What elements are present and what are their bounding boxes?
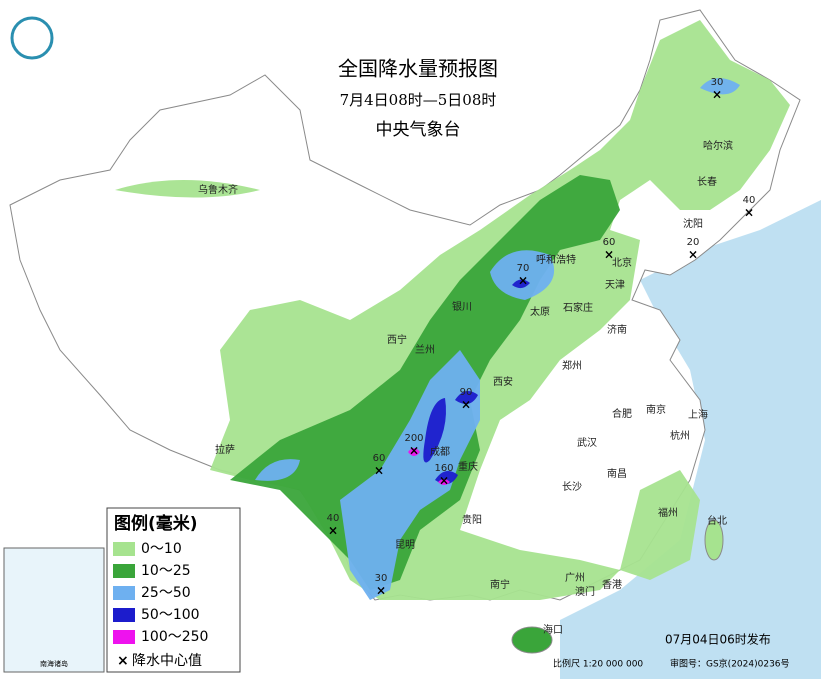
scale: 比例尺 1:20 000 000 <box>553 658 643 670</box>
agency: 中央气象台 <box>376 120 461 140</box>
precip-area <box>700 78 740 95</box>
period: 7月4日08时—5日08时 <box>340 91 497 109</box>
center-value: 30 <box>711 77 724 88</box>
city-label: 天津 <box>605 279 625 291</box>
title: 全国降水量预报图 <box>338 57 498 81</box>
city-label: 西安 <box>493 375 513 388</box>
precip-area <box>438 479 450 485</box>
center-marker: × <box>328 524 338 538</box>
legend-label: 25～50 <box>141 585 191 601</box>
legend-title: 图例(毫米) <box>114 513 198 534</box>
legend-swatch <box>113 564 135 578</box>
city-label: 乌鲁木齐 <box>198 183 238 196</box>
center-marker: × <box>439 474 449 488</box>
city-label: 广州 <box>565 572 585 584</box>
center-value: 30 <box>375 573 388 584</box>
precip-area <box>620 470 700 580</box>
center-value: 20 <box>687 237 700 248</box>
city-label: 贵阳 <box>462 513 482 526</box>
city-label: 银川 <box>452 300 472 313</box>
city-label: 成都 <box>430 446 450 458</box>
center-value: 60 <box>373 453 386 464</box>
city-label: 昆明 <box>395 539 415 551</box>
city-label: 合肥 <box>612 407 632 420</box>
center-value: 60 <box>603 237 616 248</box>
legend-label: 0～10 <box>141 541 182 557</box>
legend: 图例(毫米) 0～10 10～25 25～50 50～100 100～250 × 降水中心值 <box>106 507 241 673</box>
logo <box>10 16 54 60</box>
hainan <box>511 626 553 654</box>
city-label: 福州 <box>658 506 678 519</box>
center-marker: × <box>374 464 384 478</box>
legend-label: 10～25 <box>141 563 191 579</box>
city-label: 呼和浩特 <box>536 254 576 266</box>
legend-swatch <box>113 630 135 644</box>
city-label: 南京 <box>646 403 666 416</box>
city-label: 南昌 <box>607 467 627 480</box>
legend-marker-label: 降水中心值 <box>132 653 202 669</box>
precip-areas <box>115 20 790 600</box>
inset <box>3 547 105 673</box>
precip-area <box>512 279 530 289</box>
city-label: 武汉 <box>577 436 597 449</box>
center-marker: × <box>376 584 386 598</box>
center-marker: × <box>461 398 471 412</box>
precip-area <box>115 180 260 198</box>
city-label: 石家庄 <box>563 301 593 314</box>
city-label: 南宁 <box>490 578 510 591</box>
review-no: 审图号：GS京(2024)0236号 <box>670 658 790 670</box>
precip-area <box>255 459 300 481</box>
city-label: 海口 <box>543 623 563 636</box>
inset-label: 南海诸岛 <box>40 659 68 668</box>
issued: 07月04日06时发布 <box>665 632 771 647</box>
city-label: 上海 <box>688 408 708 421</box>
center-marker: × <box>688 248 698 262</box>
legend-swatch <box>113 542 135 556</box>
center-value: 160 <box>434 463 453 474</box>
city-label: 沈阳 <box>683 217 703 230</box>
center-value: 90 <box>460 387 473 398</box>
center-value: 70 <box>517 263 530 274</box>
city-label: 哈尔滨 <box>703 139 733 152</box>
city-label: 香港 <box>602 579 622 591</box>
legend-label: 100～250 <box>141 629 208 645</box>
city-label: 长春 <box>697 176 717 188</box>
city-label: 西宁 <box>387 333 407 346</box>
city-label: 太原 <box>530 305 550 318</box>
center-value: 40 <box>327 513 340 524</box>
legend-swatch <box>113 586 135 600</box>
city-label: 济南 <box>607 323 627 336</box>
city-label: 长沙 <box>562 481 582 493</box>
city-label: 台北 <box>707 514 727 527</box>
city-label: 拉萨 <box>215 443 235 456</box>
legend-label: 50～100 <box>141 607 200 623</box>
city-label: 杭州 <box>670 429 690 442</box>
sea <box>560 200 821 679</box>
center-marker: × <box>604 248 614 262</box>
center-marker: × <box>744 206 754 220</box>
center-marker: × <box>712 88 722 102</box>
city-label: 澳门 <box>575 585 595 598</box>
city-label: 北京 <box>612 256 632 269</box>
precip-area <box>490 250 555 300</box>
center-value: 40 <box>743 195 756 206</box>
center-value: 200 <box>404 433 423 444</box>
city-label: 郑州 <box>562 359 582 372</box>
center-marker: × <box>518 274 528 288</box>
center-marker: × <box>409 444 419 458</box>
precip-area <box>423 398 446 463</box>
precip-area <box>455 391 478 404</box>
precip-area <box>408 448 420 456</box>
legend-marker: × <box>117 653 129 669</box>
city-label: 兰州 <box>415 343 435 356</box>
city-label: 重庆 <box>458 460 478 473</box>
taiwan <box>704 519 724 561</box>
legend-swatch <box>113 608 135 622</box>
